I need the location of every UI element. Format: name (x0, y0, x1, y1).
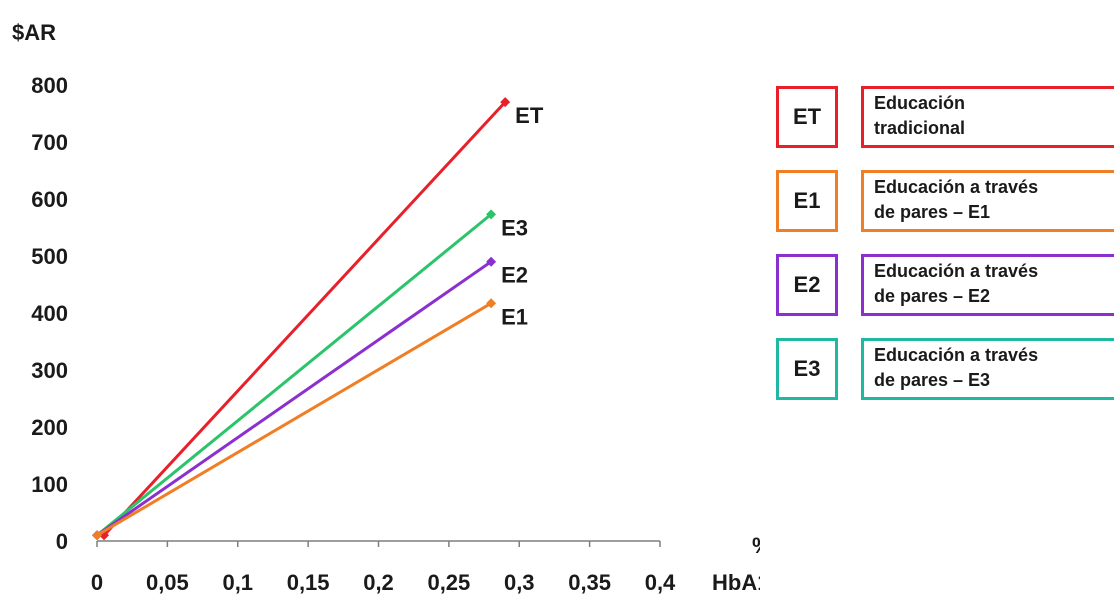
series-end-label-e3: E3 (501, 215, 528, 240)
x-tick-label: 0,15 (287, 570, 330, 595)
x-tick-label: 0,25 (427, 570, 470, 595)
y-tick-label: 100 (31, 472, 68, 497)
legend-code: E3 (776, 338, 838, 400)
x-axis-unit: % (752, 533, 760, 558)
legend-label: Educación a través de pares – E3 (861, 338, 1114, 400)
y-tick-label: 300 (31, 358, 68, 383)
series-end-label-e2: E2 (501, 263, 528, 288)
series-group: ET E3 E2 E1 (92, 97, 544, 541)
x-tick-label: 0,35 (568, 570, 611, 595)
data-point-e3 (486, 209, 497, 220)
x-tick-label: 0 (91, 570, 103, 595)
series-line-e2 (96, 260, 492, 537)
series-end-label-et: ET (515, 103, 544, 128)
legend-item-e2: E2 Educación a través de pares – E2 (776, 254, 1114, 324)
data-point-e1 (92, 530, 102, 541)
y-tick-label: 800 (31, 73, 68, 98)
legend-code: E2 (776, 254, 838, 316)
y-tick-label: 700 (31, 130, 68, 155)
axes: 0 0,05 0,1 0,15 0,2 0,25 0,3 0,35 0,4 0 100 200 300 4… (31, 73, 676, 595)
data-point-e2 (486, 256, 497, 267)
series-line-et (102, 101, 507, 537)
x-tick-label: 0,2 (363, 570, 394, 595)
x-tick-label: 0,4 (645, 570, 676, 595)
data-point-e1 (486, 298, 497, 309)
x-axis-title: HbA1c (712, 570, 760, 595)
legend-item-e1: E1 Educación a través de pares – E1 (776, 170, 1114, 240)
series-end-label-e1: E1 (501, 304, 528, 329)
legend-label: Educación a través de pares – E1 (861, 170, 1114, 232)
legend-code: E1 (776, 170, 838, 232)
series-line-e1 (96, 302, 492, 537)
x-tick-label: 0,05 (146, 570, 189, 595)
x-tick-label: 0,3 (504, 570, 535, 595)
y-tick-label: 400 (31, 301, 68, 326)
chart: $AR % HbA1c 0 0,05 0,1 0,15 0,2 0,25 0,3 0,35 0,… (12, 20, 760, 595)
y-axis-title: $AR (12, 20, 56, 45)
series-line-e3 (96, 213, 493, 537)
y-tick-label: 0 (56, 529, 68, 554)
y-tick-label: 500 (31, 244, 68, 269)
legend-item-e3: E3 Educación a través de pares – E3 (776, 338, 1114, 408)
data-point-et (500, 97, 511, 108)
legend-item-et: ET Educación tradicional (776, 86, 1114, 156)
legend-label: Educación a través de pares – E2 (861, 254, 1114, 316)
y-tick-label: 600 (31, 187, 68, 212)
legend-label: Educación tradicional (861, 86, 1114, 148)
legend-code: ET (776, 86, 838, 148)
y-tick-label: 200 (31, 415, 68, 440)
x-tick-label: 0,1 (222, 570, 253, 595)
